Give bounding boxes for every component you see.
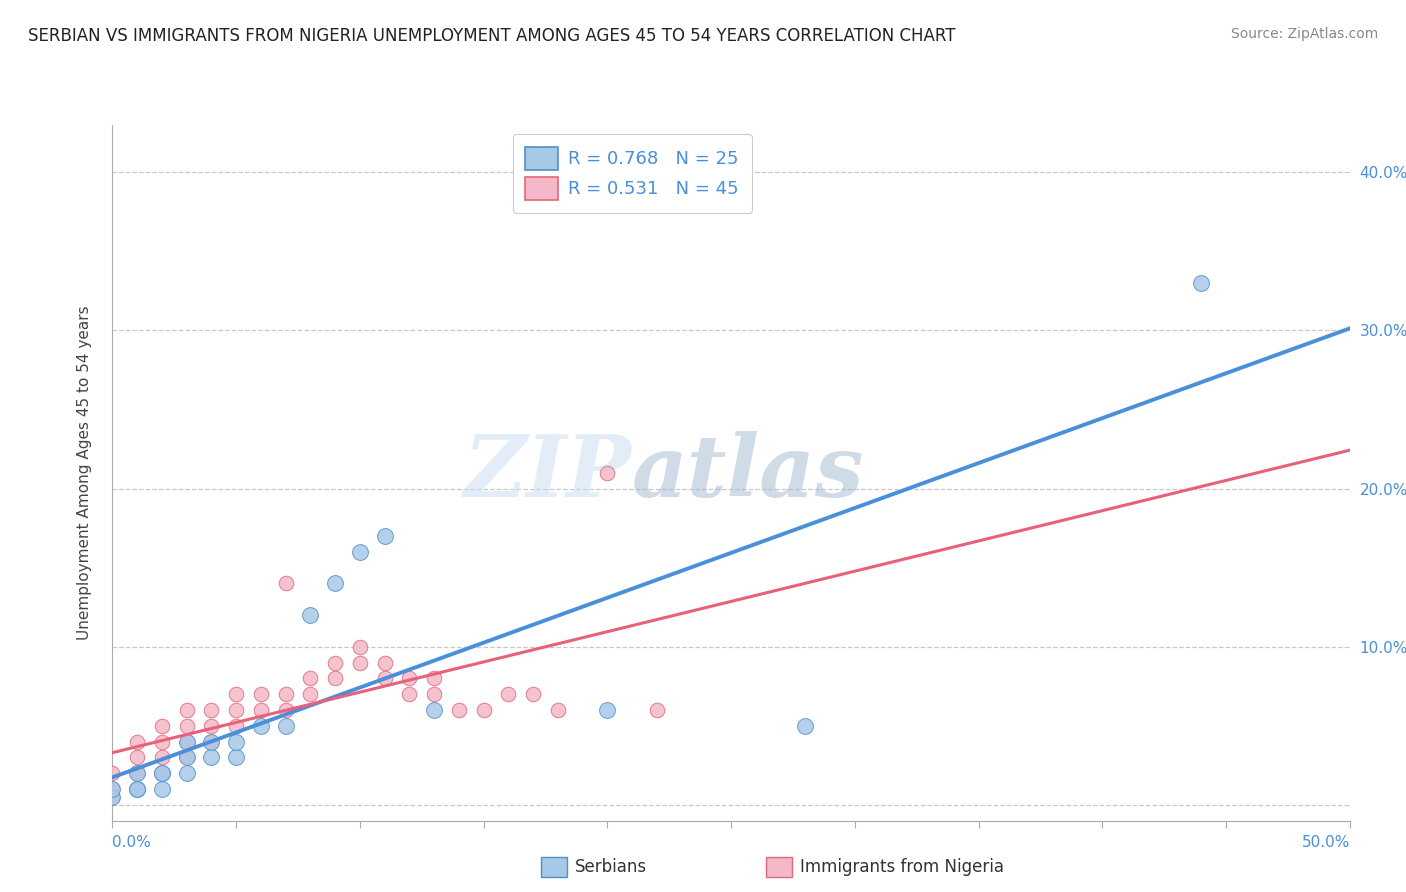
Text: ZIP: ZIP [464, 431, 633, 515]
Point [176, 750, 198, 764]
Point [225, 750, 247, 764]
Point [349, 640, 371, 654]
Text: Immigrants from Nigeria: Immigrants from Nigeria [800, 858, 1004, 876]
Point [596, 703, 619, 717]
Text: Serbians: Serbians [575, 858, 647, 876]
Point [274, 719, 297, 733]
Point [299, 608, 322, 623]
Point [101, 789, 124, 804]
Point [225, 719, 247, 733]
Text: Source: ZipAtlas.com: Source: ZipAtlas.com [1230, 27, 1378, 41]
Point [1189, 276, 1212, 290]
Point [323, 576, 346, 591]
Point [547, 703, 569, 717]
Point [200, 719, 222, 733]
Point [250, 719, 273, 733]
Point [423, 671, 446, 685]
Point [299, 687, 322, 701]
Point [374, 529, 396, 543]
Point [150, 719, 173, 733]
Point [225, 687, 247, 701]
FancyBboxPatch shape [541, 857, 567, 877]
Point [323, 656, 346, 670]
Point [127, 782, 149, 797]
Text: atlas: atlas [633, 431, 865, 515]
Point [349, 545, 371, 559]
Point [101, 789, 124, 804]
Point [200, 734, 222, 748]
Point [200, 734, 222, 748]
Point [522, 687, 544, 701]
Point [225, 703, 247, 717]
Point [250, 687, 273, 701]
Point [299, 671, 322, 685]
Point [398, 687, 420, 701]
Point [150, 782, 173, 797]
Point [127, 782, 149, 797]
Point [150, 750, 173, 764]
Point [176, 734, 198, 748]
Point [176, 703, 198, 717]
Point [498, 687, 520, 701]
Point [176, 734, 198, 748]
Point [374, 671, 396, 685]
Point [150, 734, 173, 748]
Point [423, 703, 446, 717]
Point [472, 703, 495, 717]
Point [447, 703, 470, 717]
Legend: R = 0.768   N = 25, R = 0.531   N = 45: R = 0.768 N = 25, R = 0.531 N = 45 [513, 134, 752, 213]
Point [398, 671, 420, 685]
Point [127, 782, 149, 797]
Point [176, 719, 198, 733]
Point [127, 766, 149, 780]
Point [274, 576, 297, 591]
Text: SERBIAN VS IMMIGRANTS FROM NIGERIA UNEMPLOYMENT AMONG AGES 45 TO 54 YEARS CORREL: SERBIAN VS IMMIGRANTS FROM NIGERIA UNEMP… [28, 27, 956, 45]
Point [127, 734, 149, 748]
Point [250, 703, 273, 717]
Point [323, 671, 346, 685]
Point [200, 750, 222, 764]
Point [176, 766, 198, 780]
Point [127, 750, 149, 764]
Point [274, 703, 297, 717]
Point [374, 656, 396, 670]
Text: 0.0%: 0.0% [112, 836, 152, 850]
Y-axis label: Unemployment Among Ages 45 to 54 years: Unemployment Among Ages 45 to 54 years [77, 305, 91, 640]
Point [274, 687, 297, 701]
Point [225, 734, 247, 748]
Point [423, 687, 446, 701]
Point [127, 766, 149, 780]
Point [150, 766, 173, 780]
Point [101, 782, 124, 797]
Point [150, 766, 173, 780]
Point [794, 719, 817, 733]
Point [150, 766, 173, 780]
Text: 50.0%: 50.0% [1302, 836, 1350, 850]
Point [596, 466, 619, 480]
Point [176, 750, 198, 764]
Point [349, 656, 371, 670]
Point [645, 703, 668, 717]
FancyBboxPatch shape [766, 857, 792, 877]
Point [200, 703, 222, 717]
Point [101, 766, 124, 780]
Point [101, 782, 124, 797]
